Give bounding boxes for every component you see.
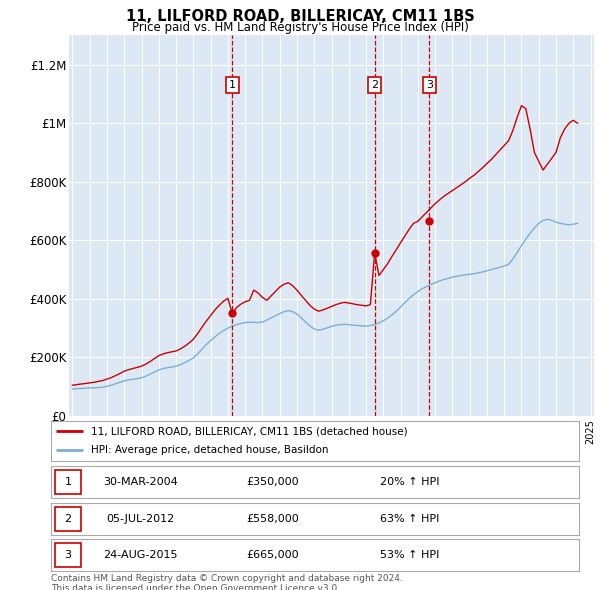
Text: 63% ↑ HPI: 63% ↑ HPI <box>380 514 440 523</box>
Text: 3: 3 <box>426 80 433 90</box>
Text: £665,000: £665,000 <box>247 550 299 560</box>
Text: 53% ↑ HPI: 53% ↑ HPI <box>380 550 440 560</box>
Text: £558,000: £558,000 <box>247 514 299 523</box>
Text: 05-JUL-2012: 05-JUL-2012 <box>107 514 175 523</box>
Text: £350,000: £350,000 <box>247 477 299 487</box>
Text: Contains HM Land Registry data © Crown copyright and database right 2024.
This d: Contains HM Land Registry data © Crown c… <box>51 574 403 590</box>
Text: 1: 1 <box>64 477 71 487</box>
FancyBboxPatch shape <box>55 543 80 568</box>
Text: 24-AUG-2015: 24-AUG-2015 <box>104 550 178 560</box>
Text: Price paid vs. HM Land Registry's House Price Index (HPI): Price paid vs. HM Land Registry's House … <box>131 21 469 34</box>
Text: 11, LILFORD ROAD, BILLERICAY, CM11 1BS: 11, LILFORD ROAD, BILLERICAY, CM11 1BS <box>125 9 475 24</box>
FancyBboxPatch shape <box>55 506 80 531</box>
Text: 3: 3 <box>64 550 71 560</box>
Text: HPI: Average price, detached house, Basildon: HPI: Average price, detached house, Basi… <box>91 445 328 455</box>
Text: 11, LILFORD ROAD, BILLERICAY, CM11 1BS (detached house): 11, LILFORD ROAD, BILLERICAY, CM11 1BS (… <box>91 427 407 436</box>
Text: 20% ↑ HPI: 20% ↑ HPI <box>380 477 440 487</box>
Text: 2: 2 <box>371 80 378 90</box>
Text: 30-MAR-2004: 30-MAR-2004 <box>103 477 178 487</box>
Text: 2: 2 <box>64 514 71 523</box>
FancyBboxPatch shape <box>55 470 80 494</box>
Text: 1: 1 <box>229 80 236 90</box>
